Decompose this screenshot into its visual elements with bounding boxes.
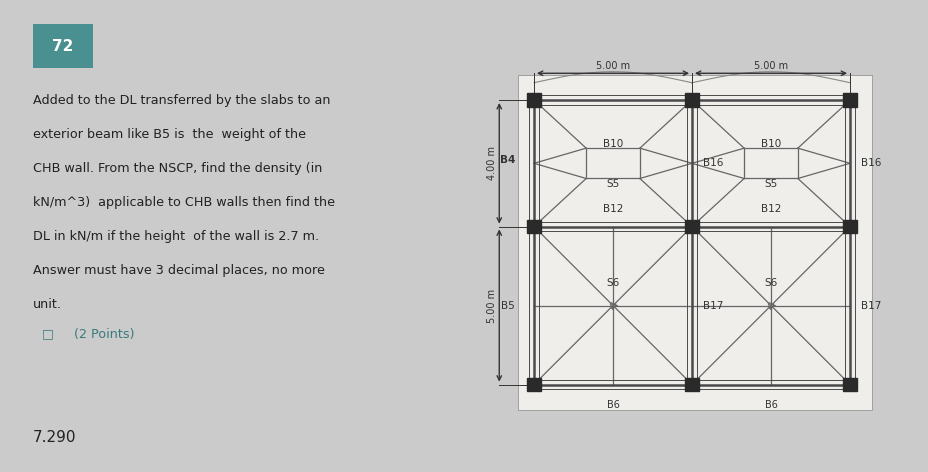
Text: S5: S5 [606,179,619,189]
Text: B12: B12 [760,204,780,214]
Text: unit.: unit. [32,298,61,312]
FancyBboxPatch shape [32,24,93,68]
Text: 5.00 m: 5.00 m [595,61,629,71]
FancyBboxPatch shape [518,75,871,410]
Text: 7.290: 7.290 [32,430,76,445]
Text: B17: B17 [702,301,723,311]
Text: B16: B16 [702,158,723,169]
Polygon shape [684,219,698,234]
Text: B12: B12 [602,204,623,214]
Text: B10: B10 [760,139,780,149]
Text: B16: B16 [860,158,881,169]
Text: 4.00 m: 4.00 m [486,146,496,180]
Polygon shape [842,378,856,391]
Text: □: □ [42,328,54,341]
Text: B4: B4 [499,155,514,165]
Text: DL in kN/m if the height  of the wall is 2.7 m.: DL in kN/m if the height of the wall is … [32,230,318,244]
Polygon shape [526,378,540,391]
Polygon shape [842,219,856,234]
Text: B6: B6 [606,400,619,410]
Text: CHB wall. From the NSCP, find the density (in: CHB wall. From the NSCP, find the densit… [32,162,321,176]
Text: B6: B6 [764,400,777,410]
Text: S6: S6 [606,278,619,288]
Text: B5: B5 [501,301,514,311]
Text: exterior beam like B5 is  the  weight of the: exterior beam like B5 is the weight of t… [32,128,305,142]
Text: S5: S5 [764,179,777,189]
Text: 5.00 m: 5.00 m [486,288,496,322]
Polygon shape [526,93,540,107]
Text: B17: B17 [860,301,881,311]
Text: 5.00 m: 5.00 m [754,61,787,71]
Text: Added to the DL transferred by the slabs to an: Added to the DL transferred by the slabs… [32,94,329,108]
Text: Answer must have 3 decimal places, no more: Answer must have 3 decimal places, no mo… [32,264,324,278]
Polygon shape [526,219,540,234]
Text: B10: B10 [602,139,623,149]
Text: 72: 72 [52,39,73,54]
Text: S6: S6 [764,278,777,288]
Text: (2 Points): (2 Points) [74,328,135,341]
Polygon shape [684,93,698,107]
Text: kN/m^3)  applicable to CHB walls then find the: kN/m^3) applicable to CHB walls then fin… [32,196,334,210]
Polygon shape [684,378,698,391]
Polygon shape [842,93,856,107]
